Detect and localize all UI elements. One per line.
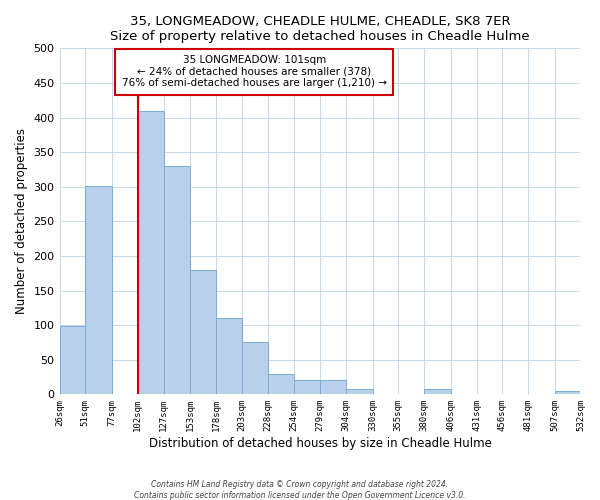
Bar — [294, 380, 320, 394]
Text: 35 LONGMEADOW: 101sqm
← 24% of detached houses are smaller (378)
76% of semi-det: 35 LONGMEADOW: 101sqm ← 24% of detached … — [122, 56, 386, 88]
Bar — [555, 391, 580, 394]
Bar — [216, 318, 242, 394]
Bar — [424, 390, 451, 394]
Y-axis label: Number of detached properties: Number of detached properties — [15, 128, 28, 314]
Title: 35, LONGMEADOW, CHEADLE HULME, CHEADLE, SK8 7ER
Size of property relative to det: 35, LONGMEADOW, CHEADLE HULME, CHEADLE, … — [110, 15, 530, 43]
X-axis label: Distribution of detached houses by size in Cheadle Hulme: Distribution of detached houses by size … — [149, 437, 491, 450]
Bar — [268, 374, 294, 394]
Bar — [346, 389, 373, 394]
Bar — [242, 342, 268, 394]
Bar — [59, 326, 85, 394]
Bar — [190, 270, 216, 394]
Bar — [85, 186, 112, 394]
Bar — [320, 380, 346, 394]
Bar — [138, 110, 164, 395]
Bar — [164, 166, 190, 394]
Text: Contains HM Land Registry data © Crown copyright and database right 2024.
Contai: Contains HM Land Registry data © Crown c… — [134, 480, 466, 500]
